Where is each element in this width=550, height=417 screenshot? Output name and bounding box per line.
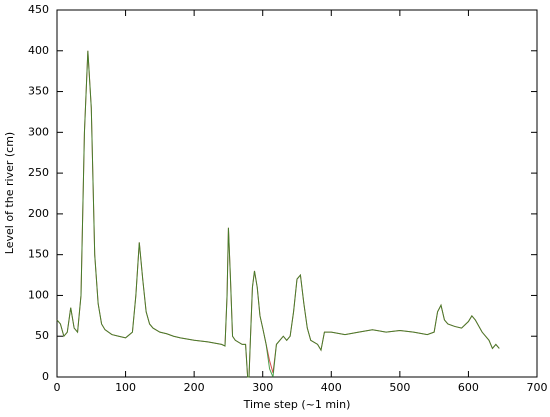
- x-tick-label: 700: [527, 381, 548, 394]
- x-axis-label: Time step (~1 min): [243, 398, 351, 411]
- x-tick-label: 100: [115, 381, 136, 394]
- x-tick-label: 0: [54, 381, 61, 394]
- y-tick-label: 200: [28, 207, 49, 220]
- x-tick-label: 200: [184, 381, 205, 394]
- data-line: [56, 50, 500, 378]
- y-axis-label: Level of the river (cm): [3, 132, 16, 254]
- x-tick-label: 600: [458, 381, 479, 394]
- y-tick-label: 300: [28, 125, 49, 138]
- plot-frame: [56, 9, 538, 378]
- data-line: [56, 50, 500, 378]
- x-tick-label: 300: [252, 381, 273, 394]
- x-tick-label: 500: [389, 381, 410, 394]
- y-tick-label: 350: [28, 85, 49, 98]
- y-tick-label: 50: [35, 329, 49, 342]
- y-tick-label: 450: [28, 3, 49, 16]
- y-tick-label: 150: [28, 248, 49, 261]
- x-tick-label: 400: [321, 381, 342, 394]
- y-tick-label: 100: [28, 288, 49, 301]
- y-tick-label: 0: [42, 370, 49, 383]
- y-tick-label: 400: [28, 44, 49, 57]
- y-tick-label: 250: [28, 166, 49, 179]
